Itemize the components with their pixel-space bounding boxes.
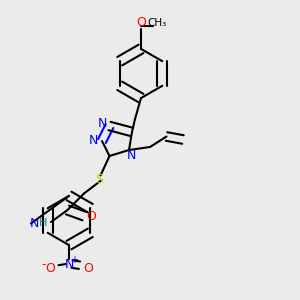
Text: O: O	[87, 209, 96, 223]
Text: O: O	[83, 262, 93, 275]
Text: N: N	[89, 134, 98, 148]
Text: S: S	[96, 173, 104, 186]
Text: -: -	[42, 258, 46, 271]
Text: N: N	[64, 257, 74, 271]
Text: CH₃: CH₃	[148, 18, 167, 28]
Text: N: N	[127, 149, 136, 162]
Text: +: +	[70, 255, 78, 265]
Text: O: O	[136, 16, 146, 29]
Text: H: H	[38, 218, 47, 229]
Text: N: N	[30, 217, 39, 230]
Text: O: O	[45, 262, 55, 275]
Text: N: N	[98, 117, 108, 130]
